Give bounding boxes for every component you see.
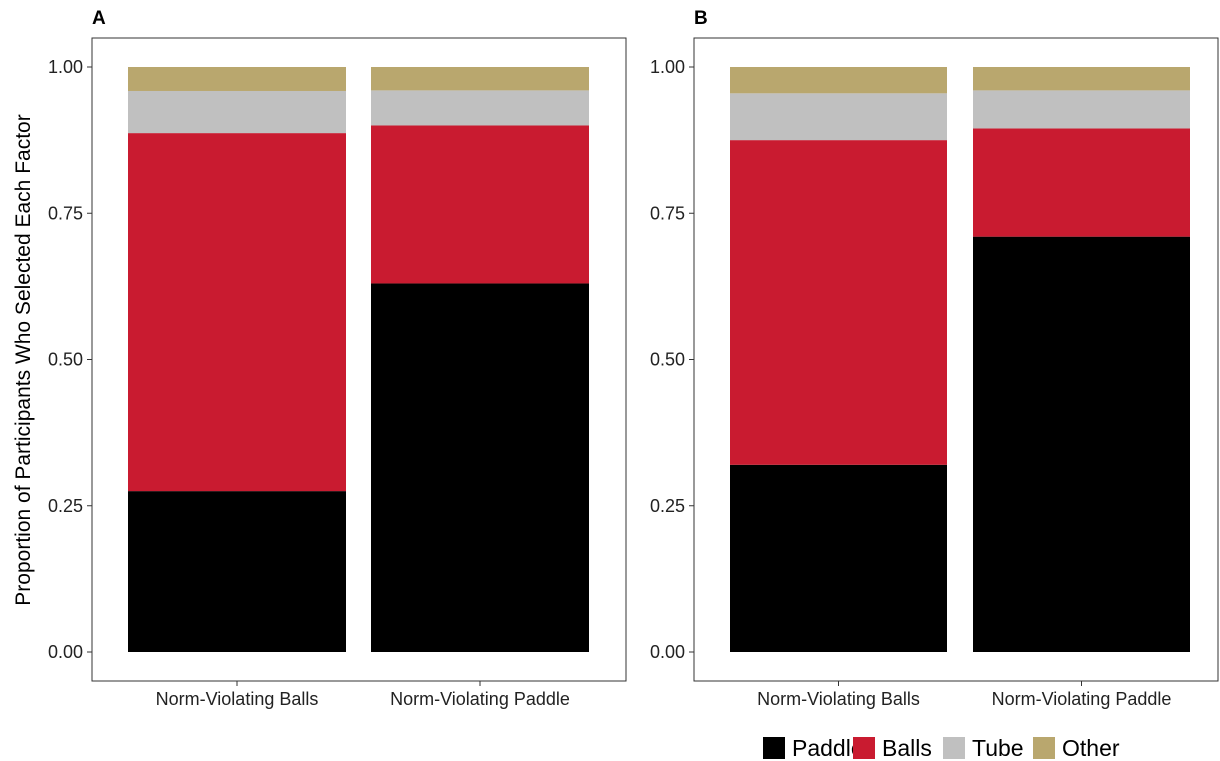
panel-b-y-ticks: 0.00 0.25 0.50 0.75 1.00 xyxy=(650,57,694,662)
x-tick-label-norm-violating-paddle: Norm-Violating Paddle xyxy=(390,689,570,709)
legend-label-paddle: Paddle xyxy=(792,735,864,761)
legend-label-other: Other xyxy=(1062,735,1120,761)
panel-a-x-ticks: Norm-Violating Balls Norm-Violating Paddl… xyxy=(156,681,570,709)
bar-a-norm-violating-paddle-other xyxy=(371,67,589,91)
bar-a-norm-violating-balls-balls xyxy=(128,133,346,492)
bar-b-norm-violating-balls-balls xyxy=(730,140,947,465)
legend-key-balls xyxy=(853,737,875,759)
x-tick-label-norm-violating-balls: Norm-Violating Balls xyxy=(156,689,319,709)
panel-a-bars xyxy=(128,67,589,652)
bar-b-norm-violating-balls-paddle xyxy=(730,464,947,652)
y-tick-label: 0.75 xyxy=(48,203,83,223)
bar-a-norm-violating-paddle-balls xyxy=(371,125,589,284)
bar-a-norm-violating-balls-tube xyxy=(128,90,346,134)
y-tick-label: 0.50 xyxy=(48,350,83,370)
x-tick-label-norm-violating-balls: Norm-Violating Balls xyxy=(757,689,920,709)
bar-a-norm-violating-balls-other xyxy=(128,67,346,91)
y-tick-label: 0.50 xyxy=(650,350,685,370)
bar-b-norm-violating-balls-other xyxy=(730,67,947,94)
bar-a-norm-violating-paddle-paddle xyxy=(371,283,589,652)
bar-a-norm-violating-balls-paddle xyxy=(128,491,346,652)
legend-key-other xyxy=(1033,737,1055,759)
y-tick-label: 1.00 xyxy=(48,57,83,77)
panel-b-x-ticks: Norm-Violating Balls Norm-Violating Paddl… xyxy=(757,681,1171,709)
legend-key-tube xyxy=(943,737,965,759)
bar-a-norm-violating-paddle-tube xyxy=(371,90,589,126)
panel-label-b: B xyxy=(694,8,708,29)
panel-a-y-ticks: 0.00 0.25 0.50 0.75 1.00 xyxy=(48,57,92,662)
y-tick-label: 0.75 xyxy=(650,203,685,223)
y-tick-label: 0.00 xyxy=(650,642,685,662)
bar-b-norm-violating-paddle-balls xyxy=(973,128,1190,237)
panel-b-bars xyxy=(730,67,1190,652)
legend-key-paddle xyxy=(763,737,785,759)
panel-b: B 0.00 0.25 0.50 0.75 1.00 Norm-Violating Ba… xyxy=(650,8,1219,709)
legend: Paddle Balls Tube Other xyxy=(763,735,1120,761)
legend-label-balls: Balls xyxy=(882,735,932,761)
bar-b-norm-violating-balls-tube xyxy=(730,93,947,141)
y-tick-label: 0.25 xyxy=(650,496,685,516)
panel-a: A 0.00 0.25 0.50 0.75 1.00 Norm-Violating Ba… xyxy=(48,8,627,709)
bar-b-norm-violating-paddle-other xyxy=(973,67,1190,91)
legend-label-tube: Tube xyxy=(972,735,1024,761)
y-tick-label: 0.25 xyxy=(48,496,83,516)
bar-b-norm-violating-paddle-tube xyxy=(973,90,1190,129)
panel-label-a: A xyxy=(92,8,106,29)
y-axis-title: Proportion of Participants Who Selected … xyxy=(12,114,35,605)
y-tick-label: 1.00 xyxy=(650,57,685,77)
bar-b-norm-violating-paddle-paddle xyxy=(973,236,1190,652)
x-tick-label-norm-violating-paddle: Norm-Violating Paddle xyxy=(992,689,1172,709)
y-tick-label: 0.00 xyxy=(48,642,83,662)
